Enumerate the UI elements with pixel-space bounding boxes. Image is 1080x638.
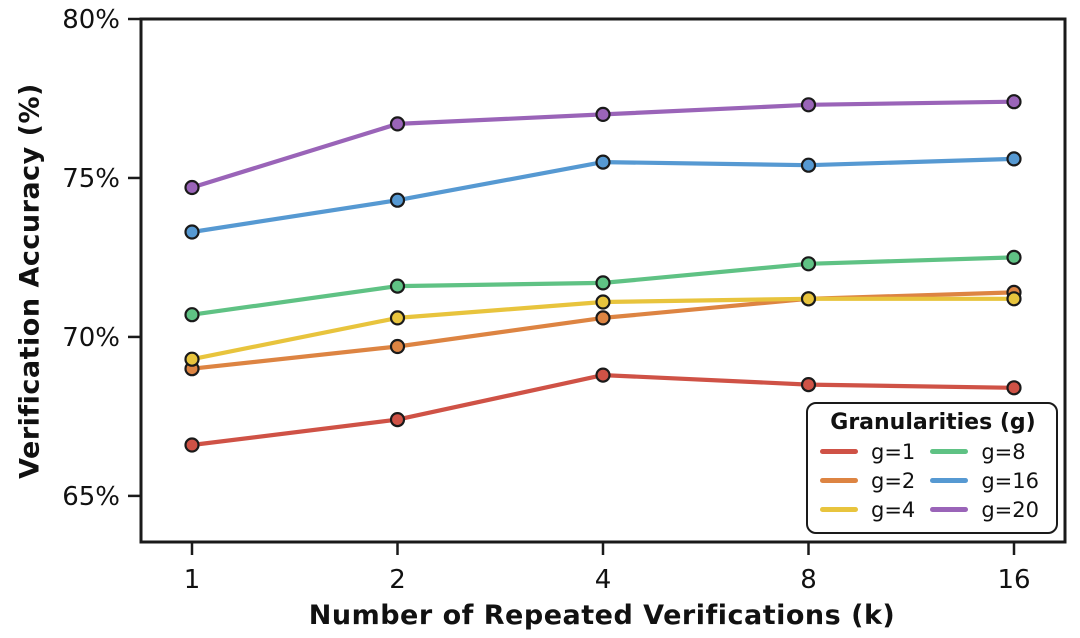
y-tick-label: 80% [62, 5, 120, 35]
legend-item-g20: g=20 [930, 495, 1046, 524]
legend-label-g2: g=2 [871, 468, 916, 493]
legend-swatch-g20 [930, 507, 969, 513]
marker-g8-k2 [389, 278, 406, 294]
y-axis-title: Verification Accuracy (%) [14, 83, 46, 479]
marker-g16-k1 [184, 224, 200, 240]
legend-label-g16: g=16 [981, 468, 1039, 493]
marker-g20-k2 [389, 116, 406, 132]
legend-item-g4: g=4 [820, 495, 922, 524]
marker-g4-k2 [389, 310, 406, 326]
legend-title: Granularities (g) [830, 410, 1036, 435]
marker-g16-k8 [800, 157, 817, 173]
marker-g4-k16 [1006, 291, 1022, 307]
legend-swatch-g8 [930, 449, 969, 455]
x-tick-label: 2 [389, 565, 406, 595]
marker-g8-k8 [800, 256, 817, 272]
marker-g4-k1 [184, 351, 200, 367]
y-tick-label: 65% [62, 482, 120, 512]
marker-g16-k4 [595, 154, 611, 170]
legend-item-g16: g=16 [930, 466, 1046, 495]
marker-g1-k1 [184, 437, 200, 453]
legend-swatch-g2 [820, 478, 858, 484]
legend-swatch-g1 [820, 449, 858, 455]
marker-g20-k8 [800, 97, 817, 113]
x-tick-label: 8 [800, 565, 817, 595]
y-tick-label: 75% [62, 164, 120, 194]
marker-g1-k4 [595, 367, 611, 383]
marker-g1-k2 [389, 412, 406, 428]
marker-g4-k4 [595, 294, 611, 310]
x-axis-title: Number of Repeated Verifications (k) [308, 600, 896, 631]
marker-g20-k4 [595, 106, 611, 123]
legend-label-g20: g=20 [981, 497, 1039, 522]
legend-item-g2: g=2 [820, 466, 922, 495]
legend: Granularities (g) g=1 g=2 g=4 g=8 g=16 g=20 [806, 402, 1058, 534]
marker-g1-k8 [800, 377, 817, 393]
x-tick-label: 1 [184, 565, 201, 595]
marker-g8-k16 [1006, 249, 1022, 265]
marker-g2-k4 [595, 310, 611, 326]
legend-item-g8: g=8 [930, 437, 1046, 466]
line-g16 [189, 156, 1017, 235]
legend-label-g8: g=8 [981, 439, 1026, 464]
x-tick-label: 4 [595, 565, 612, 595]
marker-g20-k1 [184, 179, 200, 196]
marker-g16-k2 [389, 192, 406, 208]
legend-items: g=1 g=2 g=4 g=8 g=16 g=20 [820, 437, 1046, 524]
legend-label-g1: g=1 [871, 439, 916, 464]
marker-g16-k16 [1006, 151, 1022, 167]
legend-label-g4: g=4 [871, 497, 916, 522]
marker-g8-k4 [595, 275, 611, 291]
x-tick-label: 16 [997, 565, 1030, 595]
marker-g2-k2 [389, 338, 406, 355]
marker-g8-k1 [184, 307, 200, 323]
marker-g1-k16 [1006, 380, 1022, 396]
marker-g20-k16 [1006, 94, 1022, 110]
legend-swatch-g16 [930, 478, 969, 484]
y-tick-label: 70% [62, 323, 120, 353]
legend-swatch-g4 [820, 507, 858, 513]
marker-g4-k8 [800, 291, 817, 307]
legend-item-g1: g=1 [820, 437, 922, 466]
